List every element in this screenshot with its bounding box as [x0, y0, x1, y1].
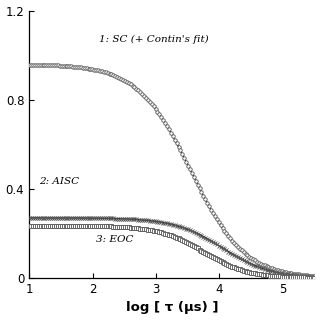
X-axis label: log [ τ (μs) ]: log [ τ (μs) ]	[125, 301, 218, 315]
Text: 2: AISC: 2: AISC	[39, 177, 79, 187]
Text: 3: EOC: 3: EOC	[96, 236, 133, 244]
Text: 1: SC (+ Contin's fit): 1: SC (+ Contin's fit)	[99, 35, 209, 44]
